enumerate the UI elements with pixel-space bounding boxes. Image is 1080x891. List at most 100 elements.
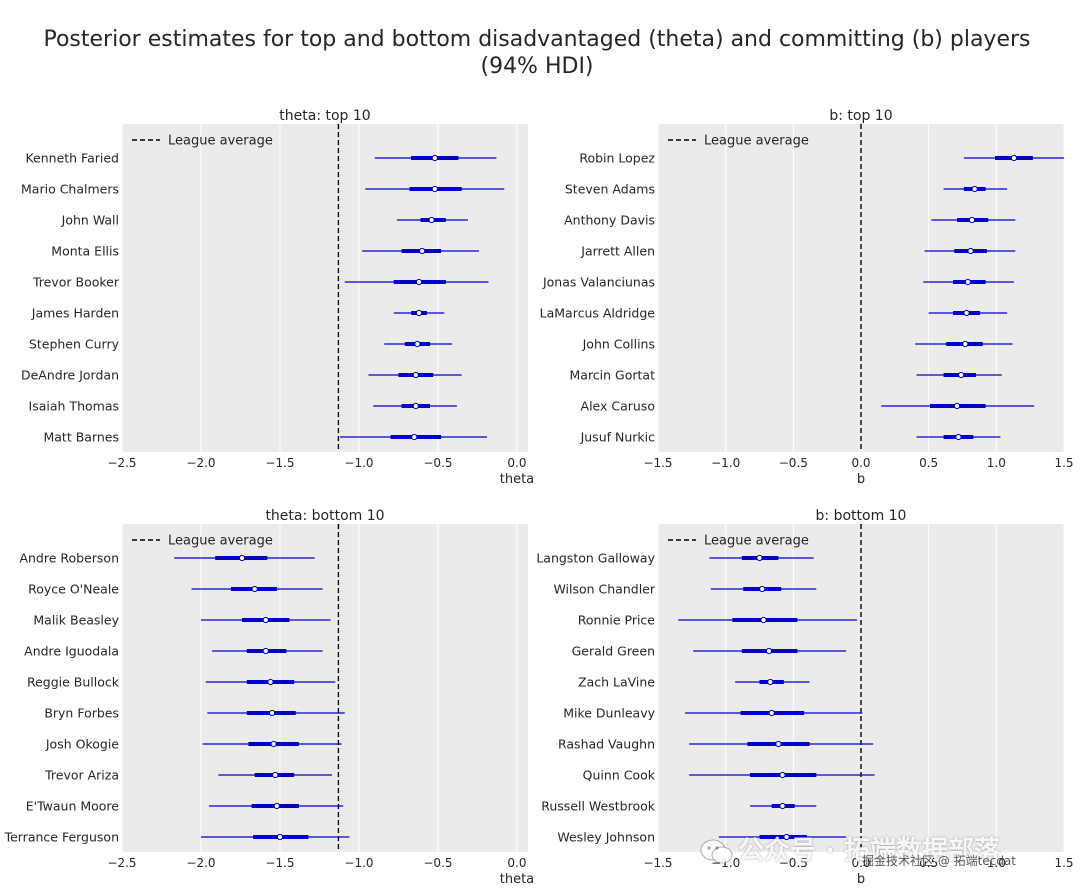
player-interval bbox=[928, 309, 1008, 317]
posterior-mean-point bbox=[971, 185, 978, 193]
player-interval bbox=[373, 402, 457, 410]
y-tick-label: Trevor Booker bbox=[32, 275, 120, 290]
x-tick-label: −1.0 bbox=[711, 456, 740, 470]
posterior-mean-point bbox=[779, 802, 786, 810]
posterior-mean-point bbox=[765, 647, 773, 655]
posterior-mean-point bbox=[759, 585, 766, 593]
x-axis-label: theta bbox=[500, 472, 534, 487]
player-interval bbox=[365, 185, 505, 193]
posterior-mean-point bbox=[958, 371, 965, 379]
player-interval bbox=[191, 585, 323, 593]
player-interval bbox=[735, 678, 810, 686]
watermark: 公众号 · 拓端数据部落 bbox=[700, 830, 1070, 870]
watermark-text: 公众号 · 拓端数据部落 bbox=[738, 836, 1000, 866]
player-interval bbox=[750, 802, 817, 810]
x-tick-label: −2.5 bbox=[107, 856, 136, 870]
y-tick-label: Josh Okogie bbox=[45, 737, 119, 752]
x-tick-label: −1.0 bbox=[344, 456, 373, 470]
posterior-mean-point bbox=[962, 340, 969, 348]
player-interval bbox=[200, 833, 350, 841]
x-tick-label: −1.5 bbox=[265, 456, 294, 470]
y-tick-label: Jusuf Nurkic bbox=[580, 430, 656, 445]
posterior-mean-point bbox=[768, 709, 775, 717]
player-interval bbox=[710, 585, 817, 593]
y-tick-label: Andre Iguodala bbox=[24, 644, 119, 659]
legend-label: League average bbox=[168, 534, 273, 549]
player-interval bbox=[916, 433, 1001, 441]
forest-panel-4: b: bottom 10−1.5 −1.0 −0.5 0.0 0.5 1.0 1.5bLea… bbox=[536, 508, 1073, 887]
posterior-mean-point bbox=[251, 585, 258, 593]
posterior-mean-point bbox=[411, 433, 418, 441]
x-tick-label: −0.5 bbox=[779, 856, 808, 870]
legend-label: League average bbox=[168, 134, 273, 149]
y-tick-label: Reggie Bullock bbox=[27, 675, 120, 690]
y-tick-label: Mario Chalmers bbox=[21, 182, 119, 197]
posterior-mean-point bbox=[272, 771, 279, 779]
x-tick-label: −0.5 bbox=[423, 856, 452, 870]
posterior-mean-point bbox=[270, 740, 277, 748]
plot-area bbox=[122, 524, 528, 852]
posterior-mean-point bbox=[968, 216, 976, 224]
player-interval bbox=[915, 340, 1013, 348]
player-interval bbox=[362, 247, 480, 255]
y-tick-label: Jarrett Allen bbox=[580, 244, 655, 259]
player-interval bbox=[340, 433, 487, 441]
legend: League average bbox=[132, 134, 273, 149]
forest-panel-1: theta: top 10 −2.5 −2.0 −1.5 −1.0 −0.5 0.0 thet… bbox=[21, 108, 534, 487]
x-tick-label: −1.5 bbox=[265, 856, 294, 870]
player-interval bbox=[205, 678, 336, 686]
x-tick-label: 0.0 bbox=[851, 856, 870, 870]
y-tick-label: Steven Adams bbox=[565, 182, 655, 197]
posterior-mean-point bbox=[262, 616, 269, 624]
player-interval bbox=[709, 554, 814, 562]
y-tick-label: Wilson Chandler bbox=[553, 582, 655, 597]
x-tick-label: −2.0 bbox=[186, 856, 215, 870]
y-tick-label: Zach LaVine bbox=[578, 675, 655, 690]
x-tick-label: −0.5 bbox=[779, 456, 808, 470]
player-interval bbox=[678, 616, 857, 624]
y-tick-label: Stephen Curry bbox=[29, 337, 120, 352]
player-interval bbox=[344, 278, 489, 286]
player-interval bbox=[718, 833, 847, 841]
figure-title: Posterior estimates for top and bottom d… bbox=[0, 26, 1074, 80]
y-tick-label: Anthony Davis bbox=[564, 213, 655, 228]
legend: League average bbox=[668, 134, 809, 149]
player-interval bbox=[368, 371, 462, 379]
posterior-mean-point bbox=[412, 371, 419, 379]
posterior-mean-point bbox=[955, 433, 962, 441]
x-tick-label: 1.0 bbox=[987, 456, 1006, 470]
player-interval bbox=[374, 154, 497, 162]
x-tick-label: −1.0 bbox=[344, 856, 373, 870]
player-interval bbox=[689, 771, 875, 779]
posterior-mean-point bbox=[238, 554, 246, 562]
player-interval bbox=[685, 709, 863, 717]
y-tick-label: Gerald Green bbox=[572, 644, 655, 659]
player-interval bbox=[931, 216, 1016, 224]
y-tick-label: Rashad Vaughn bbox=[558, 737, 655, 752]
x-tick-label: 0.0 bbox=[507, 856, 526, 870]
player-interval bbox=[924, 247, 1016, 255]
x-tick-label: −2.5 bbox=[107, 456, 136, 470]
x-tick-label: 0.0 bbox=[851, 456, 870, 470]
y-tick-label: Alex Caruso bbox=[581, 399, 655, 414]
forest-panel-3: theta: bottom 10 −2.5 −2.0 −1.5 −1.0 −0.5 0.0 t… bbox=[4, 508, 535, 887]
y-tick-label: James Harden bbox=[31, 306, 119, 321]
posterior-mean-point bbox=[760, 616, 767, 624]
posterior-mean-point bbox=[276, 833, 284, 841]
x-tick-label: −0.5 bbox=[423, 456, 452, 470]
posterior-mean-point bbox=[419, 247, 426, 255]
y-tick-label: Malik Beasley bbox=[33, 613, 119, 628]
player-interval bbox=[174, 554, 315, 562]
posterior-mean-point bbox=[267, 678, 274, 686]
player-interval bbox=[207, 709, 345, 717]
y-tick-label: Robin Lopez bbox=[579, 151, 655, 166]
y-tick-label: Ronnie Price bbox=[578, 613, 656, 628]
x-tick-label: 0.5 bbox=[919, 856, 938, 870]
x-tick-label: 1.5 bbox=[1054, 856, 1073, 870]
posterior-mean-point bbox=[262, 647, 269, 655]
posterior-mean-point bbox=[779, 771, 786, 779]
posterior-mean-point bbox=[428, 216, 435, 224]
x-tick-label: 1.5 bbox=[1054, 456, 1073, 470]
y-tick-label: LaMarcus Aldridge bbox=[540, 306, 656, 321]
legend-label: League average bbox=[704, 134, 809, 149]
